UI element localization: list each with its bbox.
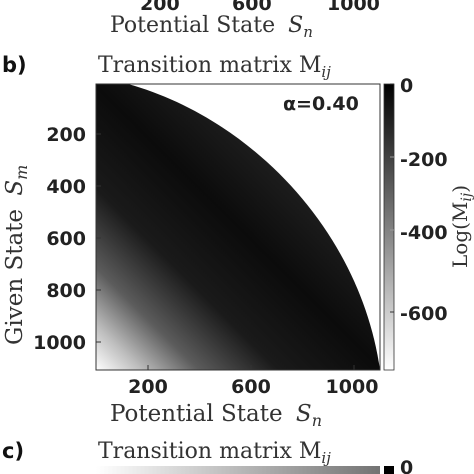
y-axis-label-sub: m — [12, 165, 31, 180]
colorbar-tick-label: 0 — [400, 75, 413, 97]
panel-b-title: Transition matrix Mij — [98, 53, 331, 81]
colorbar-label-close: ) — [448, 185, 472, 193]
y-tick-label: 800 — [46, 280, 86, 302]
y-tick-label: 1000 — [33, 332, 86, 354]
panel-b-title-sub: ij — [321, 63, 331, 81]
y-tick-label: 400 — [46, 176, 86, 198]
y-axis: 200 400 600 800 1000 — [33, 124, 101, 354]
colorbar: 0 -200 -400 -600 Log(Mij) — [383, 75, 474, 371]
y-axis-label: Given State Sm — [2, 165, 31, 345]
x-axis: 200 600 1000 — [128, 365, 378, 398]
panel-c-colorbar-top — [384, 466, 394, 474]
panel-c-colorbar-tick-label: 0 — [400, 457, 413, 474]
top-xlabel-sub: n — [303, 23, 313, 41]
top-xlabel: Potential State Sn — [110, 13, 313, 41]
heatmap-plot — [96, 84, 380, 370]
panel-c-title-text: Transition matrix M — [98, 439, 321, 464]
y-tick-label: 600 — [46, 228, 86, 250]
x-tick-label: 200 — [128, 376, 168, 398]
top-tick-label: 200 — [140, 0, 180, 15]
colorbar-tick-label: -200 — [400, 149, 448, 171]
panel-c-title-sub: ij — [321, 449, 331, 467]
panel-c-plot-top: 0 — [96, 457, 413, 474]
colorbar-tick-label: -600 — [400, 303, 448, 325]
plot-frame — [95, 83, 381, 371]
top-tick-label: 1000 — [327, 0, 380, 15]
alpha-annotation: α=0.40 — [283, 93, 359, 115]
top-xlabel-text: Potential State — [110, 13, 275, 38]
colorbar-label-sub: ij — [459, 192, 474, 201]
panel-b-title-text: Transition matrix M — [98, 53, 321, 78]
colorbar-tick-label: -400 — [400, 222, 448, 244]
y-tick-label: 200 — [46, 124, 86, 146]
y-axis-label-text: Given State — [2, 209, 28, 345]
top-tick-label: 600 — [232, 0, 272, 15]
panel-c-plot-edge — [96, 466, 380, 474]
colorbar-gradient — [383, 83, 395, 371]
x-axis-label: Potential State Sn — [110, 401, 322, 430]
colorbar-label-text: Log(M — [448, 202, 472, 268]
top-xlabel-symbol: S — [288, 13, 303, 38]
x-axis-label-sub: n — [312, 411, 322, 430]
x-axis-label-symbol: S — [296, 401, 312, 427]
top-fragment: 200 600 1000 Potential State Sn — [110, 0, 380, 41]
panel-c-title: Transition matrix Mij — [98, 439, 331, 467]
y-axis-label-symbol: S — [2, 180, 28, 196]
heatmap-band — [96, 84, 380, 370]
panel-b-label: b) — [2, 53, 27, 77]
x-tick-label: 1000 — [326, 376, 379, 398]
x-tick-label: 600 — [231, 376, 271, 398]
x-axis-label-text: Potential State — [110, 401, 283, 427]
panel-c-label: c) — [2, 439, 24, 463]
colorbar-label: Log(Mij) — [448, 185, 474, 268]
